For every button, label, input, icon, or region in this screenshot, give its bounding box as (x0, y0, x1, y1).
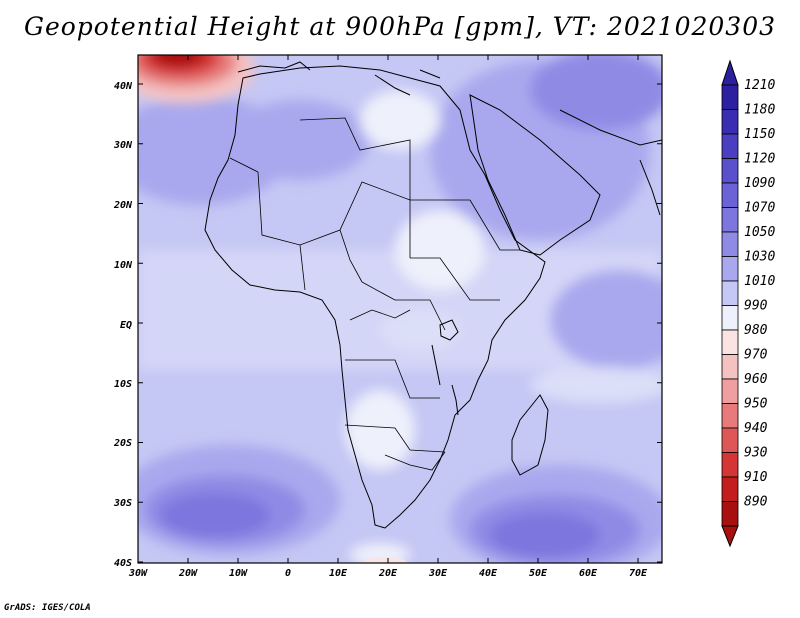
legend-level-label: 1010 (744, 274, 775, 289)
lon-tick-60e: 60E (579, 568, 598, 579)
lake-victoria (439, 319, 459, 341)
lon-tick-0: 0 (285, 568, 291, 579)
lon-tick-40e: 40E (479, 568, 498, 579)
legend-swatch (721, 158, 739, 184)
legend-max-arrow (721, 59, 739, 86)
legend-swatch (721, 452, 739, 478)
legend-level-label: 970 (744, 348, 768, 363)
iran-coast (559, 109, 662, 146)
legend-level-label: 1180 (744, 103, 775, 118)
legend-swatch (721, 427, 739, 453)
africa-coastline (204, 65, 546, 529)
lake-tanganyika (431, 344, 441, 386)
mediterranean-islands (374, 69, 441, 96)
legend-swatch (721, 280, 739, 306)
lon-tick-labels: 30W 20W 10W 0 10E 20E 30E 40E 50E 60E 70… (128, 568, 648, 579)
legend-swatch (721, 133, 739, 159)
lon-tick-70e: 70E (629, 568, 648, 579)
legend-level-label: 1050 (744, 225, 775, 240)
india-coastline (639, 159, 661, 216)
lon-tick-30e: 30E (428, 568, 448, 579)
plot-frame (137, 54, 663, 564)
legend-swatch (721, 256, 739, 282)
lat-tick-eq: EQ (120, 320, 132, 331)
legend-swatch (721, 109, 739, 135)
legend-level-label: 960 (744, 372, 768, 387)
legend-swatch (721, 305, 739, 331)
lat-tick-40n: 40N (114, 81, 133, 92)
lat-tick-10n: 10N (114, 260, 133, 271)
iberia-coastline (237, 61, 311, 73)
lat-tick-30s: 30S (113, 498, 132, 509)
legend-swatch (721, 476, 739, 502)
legend-level-label: 1090 (744, 176, 775, 191)
legend-level-label: 1030 (744, 250, 775, 265)
legend-swatch (721, 182, 739, 208)
lat-tick-20s: 20S (113, 438, 132, 449)
arabia-coastline (469, 94, 601, 256)
legend-level-label: 1150 (744, 127, 775, 142)
lon-tick-20e: 20E (378, 568, 398, 579)
lat-tick-labels: 40N 30N 20N 10N EQ 10S 20S 30S 40S (113, 81, 133, 569)
map-title: Geopotential Height at 900hPa [gpm], VT:… (23, 12, 777, 41)
legend-swatch (721, 501, 739, 527)
lon-tick-20w: 20W (178, 568, 198, 579)
legend-level-label: 910 (744, 470, 768, 485)
legend-level-label: 1120 (744, 152, 775, 167)
legend-level-label: 950 (744, 397, 768, 412)
lake-malawi (451, 384, 459, 416)
legend-level-label: 990 (744, 299, 768, 314)
lon-tick-50e: 50E (529, 568, 548, 579)
legend-level-label: 940 (744, 421, 768, 436)
legend-swatch (721, 354, 739, 380)
legend-swatch (721, 403, 739, 429)
coastlines (204, 61, 662, 529)
legend-swatch (721, 207, 739, 233)
legend-swatch (721, 231, 739, 257)
lat-tick-40s: 40S (114, 558, 132, 569)
legend-level-label: 1070 (744, 201, 775, 216)
color-legend: 1210 1180 1150 1120 1090 1070 1050 1030 1010 990 9… (721, 59, 775, 548)
height-field (138, 55, 662, 563)
lat-tick-30n: 30N (113, 140, 133, 151)
legend-min-arrow (721, 525, 739, 548)
legend-level-label: 1210 (744, 78, 775, 93)
lon-tick-10w: 10W (229, 568, 248, 579)
legend-swatch (721, 84, 739, 110)
legend-level-label: 980 (744, 323, 768, 338)
country-borders (229, 117, 520, 471)
grads-credit: GrADS: IGES/COLA (4, 603, 91, 613)
legend-swatch (721, 329, 739, 355)
lat-tick-10s: 10S (114, 379, 132, 390)
legend-level-label: 930 (744, 446, 768, 461)
lon-tick-10e: 10E (329, 568, 348, 579)
lat-tick-20n: 20N (113, 200, 133, 211)
axis-ticks (137, 55, 662, 563)
legend-swatch (721, 378, 739, 404)
legend-level-label: 890 (744, 495, 768, 510)
madagascar-coastline (511, 394, 549, 476)
lon-tick-30w: 30W (128, 568, 148, 579)
